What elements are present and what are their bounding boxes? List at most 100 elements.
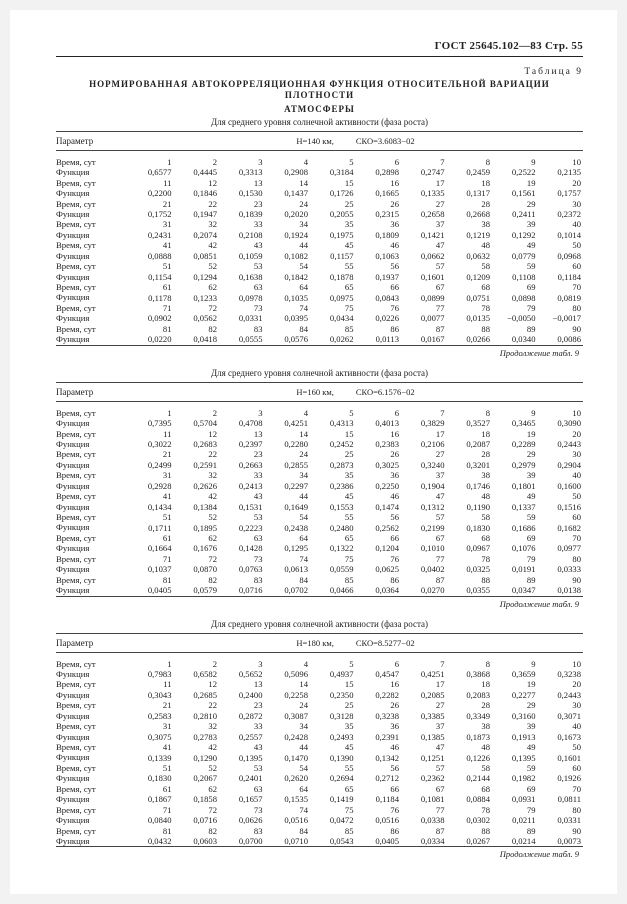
row-label-time: Время, сут (56, 150, 128, 167)
data-cell: 0,1295 (265, 543, 311, 553)
data-cell: 23 (219, 700, 265, 710)
data-cell: 67 (401, 784, 447, 794)
data-cell: 77 (401, 805, 447, 815)
data-cell: 0,1752 (128, 209, 174, 219)
subtitle: Для среднего уровня солнечной активности… (56, 368, 583, 378)
data-cell: 0,1154 (128, 272, 174, 282)
data-cell: 77 (401, 554, 447, 564)
data-cell: 86 (356, 324, 402, 334)
data-cell: 80 (538, 554, 584, 564)
data-cell: 77 (401, 303, 447, 313)
data-cell: 0,1081 (401, 794, 447, 804)
data-cell: 26 (356, 199, 402, 209)
row-label-time: Время, сут (56, 763, 128, 773)
data-cell: 0,0472 (310, 815, 356, 825)
data-cell: 0,1842 (265, 272, 311, 282)
data-cell: 0,5652 (219, 669, 265, 679)
row-label-time: Время, сут (56, 652, 128, 669)
data-cell: 29 (492, 449, 538, 459)
data-cell: 0,0364 (356, 585, 402, 596)
row-label-func: Функция (56, 481, 128, 491)
data-cell: 89 (492, 324, 538, 334)
data-cell: 0,0266 (447, 334, 493, 345)
data-cell: 7 (401, 150, 447, 167)
data-cell: 26 (356, 449, 402, 459)
row-label-func: Функция (56, 230, 128, 240)
data-cell: 6 (356, 150, 402, 167)
data-cell: 0,3465 (492, 418, 538, 428)
data-cell: 43 (219, 240, 265, 250)
data-cell: 0,1913 (492, 732, 538, 742)
data-cell: 0,0355 (447, 585, 493, 596)
data-cell: 0,0968 (538, 251, 584, 261)
data-cell: 63 (219, 282, 265, 292)
data-cell: 0,1530 (219, 188, 265, 198)
data-cell: 2 (174, 150, 220, 167)
data-cell: 0,0220 (128, 334, 174, 345)
data-cell: 0,1470 (265, 752, 311, 762)
data-cell: 81 (128, 826, 174, 836)
data-cell: 0,0432 (128, 836, 174, 847)
data-cell: 18 (447, 178, 493, 188)
continuation-label: Продолжение табл. 9 (56, 849, 579, 859)
row-label-func: Функция (56, 794, 128, 804)
data-cell: 23 (219, 449, 265, 459)
data-cell: 86 (356, 575, 402, 585)
data-cell: 5 (310, 150, 356, 167)
data-cell: 23 (219, 199, 265, 209)
data-cell: 0,0716 (219, 585, 265, 596)
data-cell: 0,3527 (447, 418, 493, 428)
data-cell: 0,6582 (174, 669, 220, 679)
data-cell: 50 (538, 491, 584, 501)
data-cell: 0,0902 (128, 313, 174, 323)
data-cell: 0,4708 (219, 418, 265, 428)
data-cell: 13 (219, 178, 265, 188)
data-cell: 0,1726 (310, 188, 356, 198)
data-cell: 0,1839 (219, 209, 265, 219)
data-cell: 71 (128, 303, 174, 313)
data-cell: 0,1204 (356, 543, 402, 553)
data-cell: 0,1037 (128, 564, 174, 574)
row-label-func: Функция (56, 418, 128, 428)
data-cell: 20 (538, 178, 584, 188)
data-cell: 42 (174, 240, 220, 250)
data-cell: 0,2401 (219, 773, 265, 783)
row-label-time: Время, сут (56, 826, 128, 836)
data-cell: 58 (447, 261, 493, 271)
data-cell: 32 (174, 219, 220, 229)
data-cell: 55 (310, 512, 356, 522)
data-cell: 0,2315 (356, 209, 402, 219)
data-cell: 0,2383 (356, 439, 402, 449)
data-cell: 62 (174, 784, 220, 794)
data-cell: 15 (310, 178, 356, 188)
data-cell: 0,2668 (447, 209, 493, 219)
data-cell: 0,2108 (219, 230, 265, 240)
data-cell: 47 (401, 491, 447, 501)
data-cell: 0,3238 (356, 711, 402, 721)
data-cell: 38 (447, 721, 493, 731)
data-cell: 0,0899 (401, 292, 447, 302)
data-cell: 0,3238 (538, 669, 584, 679)
data-cell: 0,0516 (356, 815, 402, 825)
table-number: Таблица 9 (56, 67, 583, 77)
data-cell: 81 (128, 324, 174, 334)
data-cell: 0,1657 (219, 794, 265, 804)
row-label-time: Время, сут (56, 700, 128, 710)
data-cell: 30 (538, 449, 584, 459)
data-cell: 3 (219, 150, 265, 167)
data-cell: 21 (128, 449, 174, 459)
data-cell: 58 (447, 763, 493, 773)
data-cell: 78 (447, 303, 493, 313)
data-cell: 0,4313 (310, 418, 356, 428)
data-cell: 0,0888 (128, 251, 174, 261)
data-cell: 0,1010 (401, 543, 447, 553)
data-cell: 0,3075 (128, 732, 174, 742)
data-cell: 0,0340 (492, 334, 538, 345)
data-cell: 90 (538, 324, 584, 334)
data-cell: 47 (401, 240, 447, 250)
data-cell: 50 (538, 240, 584, 250)
data-cell: 0,2431 (128, 230, 174, 240)
row-label-time: Время, сут (56, 679, 128, 689)
data-cell: 0,1926 (538, 773, 584, 783)
data-cell: 0,0811 (538, 794, 584, 804)
